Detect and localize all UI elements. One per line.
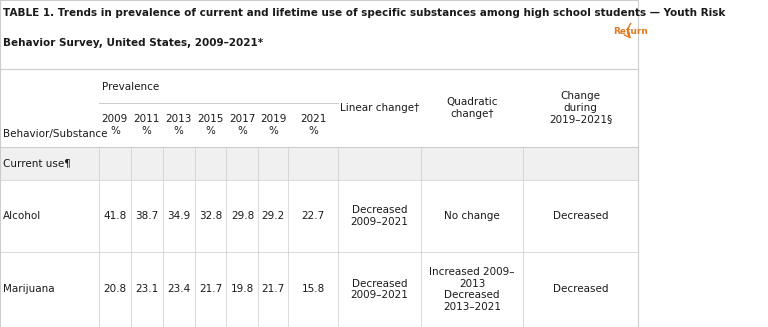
Text: Decreased: Decreased bbox=[553, 211, 608, 221]
Text: 2013
%: 2013 % bbox=[165, 114, 192, 136]
Text: TABLE 1. Trends in prevalence of current and lifetime use of specific substances: TABLE 1. Trends in prevalence of current… bbox=[3, 8, 726, 18]
Text: Behavior Survey, United States, 2009–2021*: Behavior Survey, United States, 2009–202… bbox=[3, 38, 263, 47]
Text: 23.4: 23.4 bbox=[167, 284, 190, 294]
Text: No change: No change bbox=[444, 211, 500, 221]
Text: 20.8: 20.8 bbox=[103, 284, 127, 294]
Text: Current use¶: Current use¶ bbox=[3, 159, 71, 168]
Text: Increased 2009–
2013
Decreased
2013–2021: Increased 2009– 2013 Decreased 2013–2021 bbox=[429, 267, 515, 312]
Text: Quadratic
change†: Quadratic change† bbox=[446, 97, 498, 119]
Text: 2019
%: 2019 % bbox=[260, 114, 286, 136]
Text: Return: Return bbox=[614, 26, 648, 36]
Text: Alcohol: Alcohol bbox=[3, 211, 41, 221]
Text: 19.8: 19.8 bbox=[230, 284, 254, 294]
Text: 2009
%: 2009 % bbox=[101, 114, 128, 136]
Text: 21.7: 21.7 bbox=[262, 284, 285, 294]
Text: 2021
%: 2021 % bbox=[300, 114, 326, 136]
Text: 23.1: 23.1 bbox=[135, 284, 158, 294]
Text: 2011
%: 2011 % bbox=[134, 114, 160, 136]
Text: Linear change†: Linear change† bbox=[340, 103, 419, 113]
Text: Decreased
2009–2021: Decreased 2009–2021 bbox=[350, 205, 409, 227]
Text: 38.7: 38.7 bbox=[135, 211, 158, 221]
Text: 41.8: 41.8 bbox=[103, 211, 127, 221]
Text: Change
during
2019–2021§: Change during 2019–2021§ bbox=[549, 91, 612, 125]
Text: 2017
%: 2017 % bbox=[229, 114, 256, 136]
Text: 29.8: 29.8 bbox=[230, 211, 254, 221]
Text: Decreased
2009–2021: Decreased 2009–2021 bbox=[350, 279, 409, 300]
Bar bbox=[0, 69, 638, 147]
Text: 29.2: 29.2 bbox=[262, 211, 285, 221]
Bar bbox=[0, 252, 638, 327]
Bar bbox=[0, 147, 638, 180]
Text: 15.8: 15.8 bbox=[302, 284, 325, 294]
Text: 2015
%: 2015 % bbox=[197, 114, 223, 136]
Bar bbox=[0, 180, 638, 252]
Text: Prevalence: Prevalence bbox=[102, 82, 159, 92]
Text: Behavior/Substance: Behavior/Substance bbox=[3, 129, 108, 139]
Bar bbox=[0, 0, 638, 69]
Text: 22.7: 22.7 bbox=[302, 211, 325, 221]
Text: 32.8: 32.8 bbox=[199, 211, 222, 221]
Text: Marijuana: Marijuana bbox=[3, 284, 55, 294]
Text: 21.7: 21.7 bbox=[199, 284, 222, 294]
Text: Decreased: Decreased bbox=[553, 284, 608, 294]
Text: 34.9: 34.9 bbox=[167, 211, 190, 221]
